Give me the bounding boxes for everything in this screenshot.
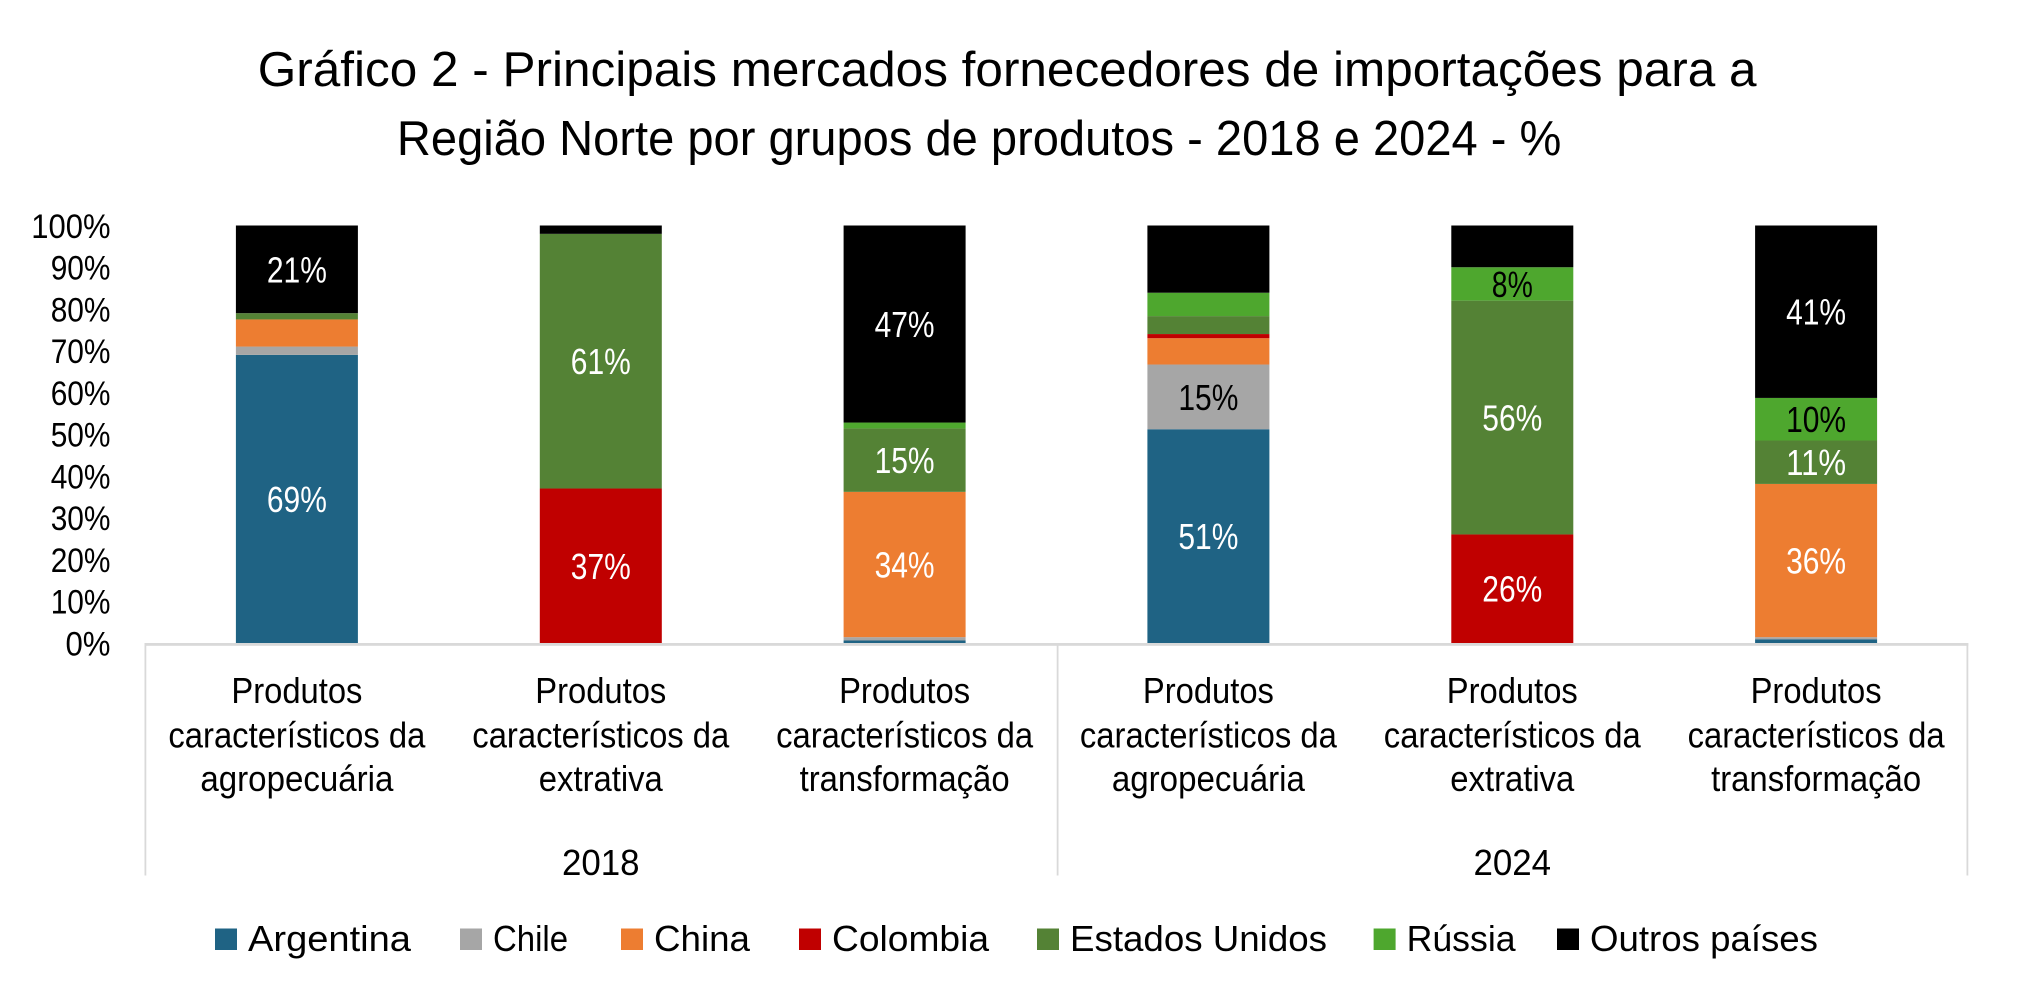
- svg-text:69%: 69%: [267, 480, 327, 520]
- svg-text:transformação: transformação: [1711, 759, 1921, 799]
- svg-text:2024: 2024: [1473, 843, 1551, 883]
- svg-text:Produtos: Produtos: [535, 671, 666, 711]
- svg-text:Região Norte por grupos de pro: Região Norte por grupos de produtos - 20…: [397, 112, 1562, 166]
- svg-text:característicos da: característicos da: [1688, 716, 1945, 756]
- svg-text:15%: 15%: [875, 441, 935, 481]
- svg-text:característicos da: característicos da: [776, 716, 1033, 756]
- svg-text:80%: 80%: [51, 291, 111, 329]
- svg-text:50%: 50%: [51, 417, 111, 455]
- svg-text:56%: 56%: [1482, 399, 1542, 439]
- svg-text:11%: 11%: [1786, 443, 1846, 483]
- svg-text:extrativa: extrativa: [1450, 759, 1574, 799]
- svg-text:Produtos: Produtos: [231, 671, 362, 711]
- svg-text:70%: 70%: [51, 333, 111, 371]
- svg-text:Rússia: Rússia: [1407, 919, 1516, 959]
- svg-text:0%: 0%: [66, 626, 111, 664]
- svg-text:40%: 40%: [51, 458, 111, 496]
- svg-text:Produtos: Produtos: [839, 671, 970, 711]
- svg-text:Outros países: Outros países: [1590, 919, 1818, 959]
- svg-text:34%: 34%: [875, 546, 935, 586]
- svg-text:26%: 26%: [1482, 570, 1542, 610]
- svg-text:37%: 37%: [571, 547, 631, 587]
- svg-text:Colombia: Colombia: [832, 919, 989, 959]
- svg-text:Produtos: Produtos: [1447, 671, 1578, 711]
- svg-text:transformação: transformação: [800, 759, 1010, 799]
- svg-text:15%: 15%: [1178, 378, 1238, 418]
- svg-text:extrativa: extrativa: [539, 759, 663, 799]
- svg-text:8%: 8%: [1492, 265, 1533, 305]
- svg-text:Estados Unidos: Estados Unidos: [1070, 919, 1327, 959]
- svg-text:47%: 47%: [875, 305, 935, 345]
- svg-text:característicos da: característicos da: [168, 716, 425, 756]
- svg-text:Chile: Chile: [493, 919, 568, 959]
- svg-text:10%: 10%: [1786, 400, 1846, 440]
- svg-text:10%: 10%: [51, 584, 111, 622]
- svg-text:51%: 51%: [1178, 517, 1238, 557]
- svg-text:30%: 30%: [51, 500, 111, 538]
- svg-text:Gráfico 2 - Principais mercado: Gráfico 2 - Principais mercados forneced…: [258, 43, 1757, 97]
- svg-text:36%: 36%: [1786, 542, 1846, 582]
- svg-text:100%: 100%: [31, 208, 110, 246]
- svg-text:Argentina: Argentina: [248, 919, 411, 959]
- svg-text:60%: 60%: [51, 375, 111, 413]
- svg-text:característicos da: característicos da: [1080, 716, 1337, 756]
- svg-text:61%: 61%: [571, 342, 631, 382]
- svg-text:21%: 21%: [267, 250, 327, 290]
- svg-text:Produtos: Produtos: [1751, 671, 1882, 711]
- svg-text:90%: 90%: [51, 250, 111, 288]
- svg-text:agropecuária: agropecuária: [1112, 759, 1305, 799]
- svg-text:20%: 20%: [51, 542, 111, 580]
- svg-text:2018: 2018: [562, 843, 640, 883]
- svg-text:característicos da: característicos da: [1384, 716, 1641, 756]
- svg-text:41%: 41%: [1786, 293, 1846, 333]
- svg-text:China: China: [654, 919, 750, 959]
- svg-text:característicos da: característicos da: [472, 716, 729, 756]
- svg-text:Produtos: Produtos: [1143, 671, 1274, 711]
- svg-text:agropecuária: agropecuária: [200, 759, 393, 799]
